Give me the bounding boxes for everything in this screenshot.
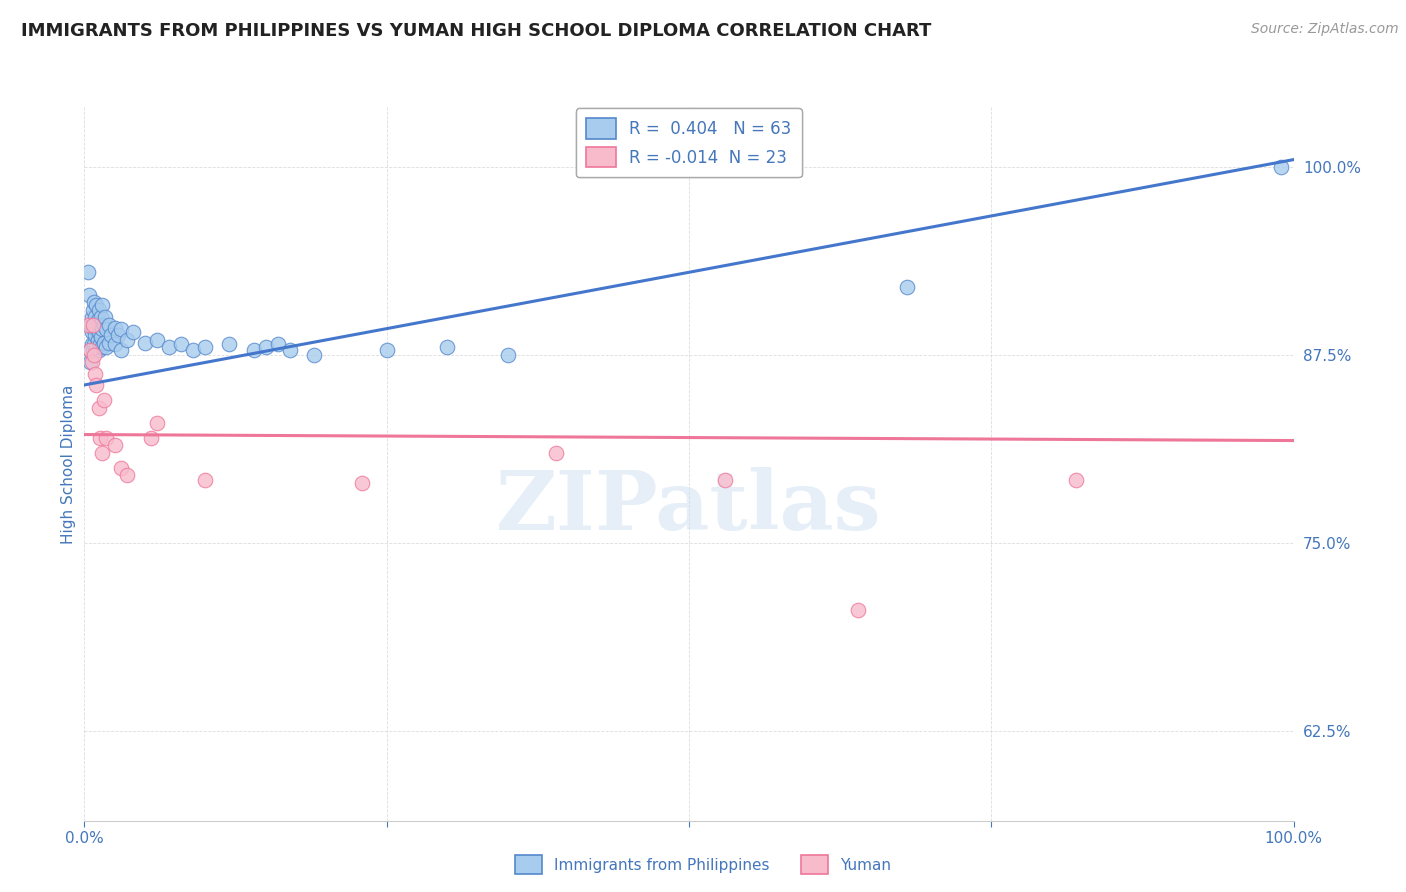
Point [86,298,108,312]
Point [83,337,105,351]
Point [80,355,103,369]
Point [82,318,104,332]
Point [104,438,127,452]
Y-axis label: High School Diploma: High School Diploma [60,384,76,543]
Point [254,340,277,354]
Point [82,343,104,358]
Point [1064,473,1087,487]
Point [82,302,104,317]
Point [218,337,240,351]
Point [181,343,204,358]
Point [84,368,107,382]
Point [84,310,107,325]
Point [84,328,107,343]
Point [110,460,132,475]
Point [79,355,101,369]
Point [93,318,115,332]
Point [86,378,108,392]
Point [89,337,111,351]
Point [714,473,737,487]
Point [91,322,114,336]
Point [94,431,117,445]
Point [139,431,162,445]
Point [896,280,918,294]
Point [436,340,458,354]
Point [846,603,869,617]
Point [194,340,217,354]
Point [278,343,301,358]
Point [83,295,105,310]
Point [86,321,108,335]
Text: Source: ZipAtlas.com: Source: ZipAtlas.com [1251,22,1399,37]
Point [544,445,567,459]
Point [91,340,114,354]
Point [79,343,101,358]
Point [91,445,114,459]
Point [104,337,127,351]
Point [157,340,180,354]
Point [93,392,115,407]
Point [90,330,112,344]
Point [94,310,117,325]
Point [86,313,108,327]
Point [94,340,117,354]
Point [80,310,103,325]
Point [87,401,110,415]
Point [87,302,110,317]
Point [83,348,105,362]
Point [83,318,105,332]
Point [77,265,100,279]
Point [87,343,110,358]
Point [242,343,264,358]
Legend: R =  0.404   N = 63, R = -0.014  N = 23: R = 0.404 N = 63, R = -0.014 N = 23 [576,108,801,178]
Point [100,328,122,343]
Point [80,326,103,340]
Point [86,340,108,354]
Legend: Immigrants from Philippines, Yuman: Immigrants from Philippines, Yuman [509,849,897,880]
Point [375,343,398,358]
Text: IMMIGRANTS FROM PHILIPPINES VS YUMAN HIGH SCHOOL DIPLOMA CORRELATION CHART: IMMIGRANTS FROM PHILIPPINES VS YUMAN HIG… [21,22,931,40]
Point [146,416,169,430]
Point [134,335,156,350]
Point [170,337,193,351]
Point [97,318,120,332]
Point [104,321,127,335]
Point [90,310,112,325]
Point [496,348,519,362]
Point [107,328,129,343]
Point [115,468,138,483]
Point [352,475,374,490]
Point [91,298,114,312]
Point [79,318,101,332]
Point [77,318,100,332]
Point [267,337,290,351]
Text: ZIPatlas: ZIPatlas [496,467,882,547]
Point [1270,160,1292,174]
Point [97,335,120,350]
Point [89,318,111,332]
Point [82,321,104,335]
Point [94,322,117,336]
Point [87,326,110,340]
Point [93,335,115,350]
Point [80,337,103,351]
Point [89,431,111,445]
Point [77,288,100,302]
Point [146,333,169,347]
Point [302,348,325,362]
Point [86,333,108,347]
Point [121,326,143,340]
Point [110,343,132,358]
Point [79,343,101,358]
Point [115,333,138,347]
Point [194,473,217,487]
Point [110,322,132,336]
